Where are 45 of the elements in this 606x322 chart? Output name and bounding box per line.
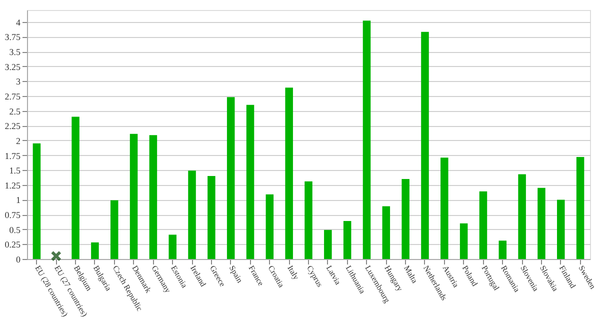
bar xyxy=(168,234,176,259)
bar xyxy=(266,194,274,259)
y-tick-label: 2.5 xyxy=(9,106,21,116)
bar xyxy=(246,104,254,259)
y-tick-label: 4 xyxy=(16,17,21,28)
y-tick-label: 1 xyxy=(16,195,20,206)
bar xyxy=(304,181,312,259)
bar xyxy=(110,200,118,259)
bar xyxy=(188,170,196,259)
bar xyxy=(498,240,507,259)
y-tick-label: 2 xyxy=(16,136,20,146)
y-tick-label: 0.5 xyxy=(9,224,21,235)
bar xyxy=(460,223,468,259)
bar xyxy=(208,176,216,259)
bar xyxy=(343,221,352,259)
bar xyxy=(440,158,448,259)
y-tick-label: 1.75 xyxy=(4,150,21,161)
y-tick-label: 3.25 xyxy=(4,62,21,72)
bar xyxy=(91,242,99,259)
bar xyxy=(402,178,410,259)
bar xyxy=(576,157,584,259)
y-tick-label: 1.5 xyxy=(9,166,21,176)
bar xyxy=(285,88,293,259)
bar xyxy=(518,174,526,259)
bar xyxy=(479,191,488,259)
y-tick-label: 3 xyxy=(16,76,21,87)
y-tick-label: 3.5 xyxy=(9,47,21,57)
bar xyxy=(421,32,429,259)
y-tick-label: 0.25 xyxy=(4,240,21,250)
bar xyxy=(362,20,371,259)
y-tick-label: 0.75 xyxy=(4,210,21,220)
y-tick-label: 3.75 xyxy=(4,32,21,42)
bar xyxy=(226,97,235,259)
bar xyxy=(382,206,390,259)
bar xyxy=(556,200,565,259)
bar xyxy=(32,143,41,259)
y-tick-label: 2.25 xyxy=(4,121,21,132)
bar xyxy=(538,188,546,259)
bar xyxy=(72,116,80,259)
y-tick-label: 2.75 xyxy=(4,91,21,102)
bar xyxy=(324,230,332,259)
y-tick-label: 1.25 xyxy=(4,180,21,190)
bar xyxy=(130,134,138,259)
bar xyxy=(149,135,158,259)
y-tick-label: 0 xyxy=(16,254,21,264)
